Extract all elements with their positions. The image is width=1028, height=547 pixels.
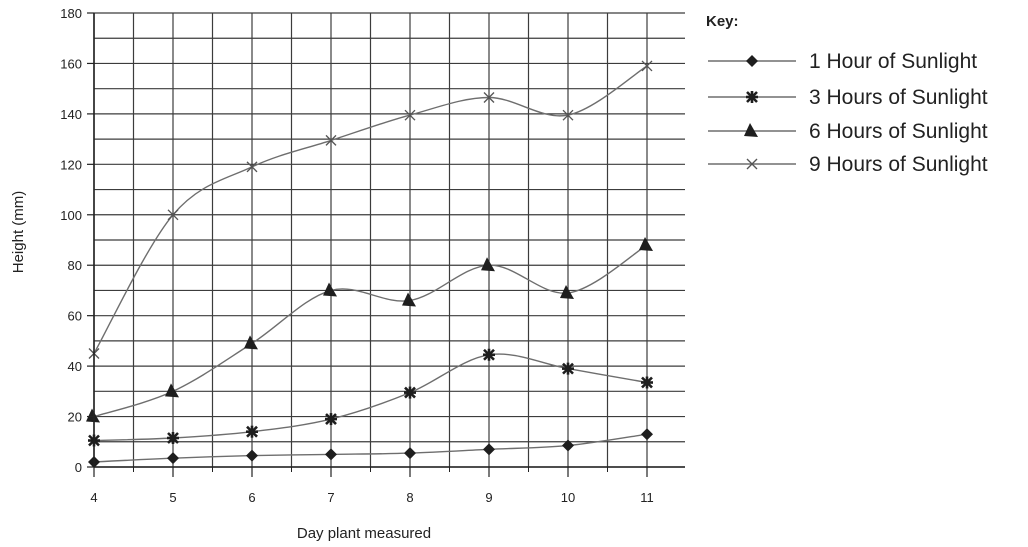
legend-item: 9 Hours of Sunlight <box>708 153 988 176</box>
data-point <box>641 376 653 389</box>
data-point <box>402 292 416 307</box>
data-point <box>244 335 258 350</box>
y-tick-label: 140 <box>60 107 82 122</box>
data-point <box>560 284 574 299</box>
data-point <box>481 257 495 272</box>
data-point <box>562 109 574 121</box>
x-tick-label: 11 <box>640 490 654 505</box>
legend-label: 6 Hours of Sunlight <box>809 120 988 143</box>
series-1 <box>88 428 653 468</box>
data-point <box>167 209 179 221</box>
data-point <box>483 92 495 103</box>
x-tick-label: 8 <box>406 490 413 505</box>
data-point <box>404 386 416 399</box>
data-point <box>562 439 574 452</box>
data-point <box>639 237 653 252</box>
x-tick-label: 4 <box>90 490 97 505</box>
y-tick-label: 60 <box>68 309 82 324</box>
axes: 0 20 40 60 80 100 120 140 160 180 4 5 6 7 8 9 10 11 <box>60 6 685 505</box>
legend-title: Key: <box>706 13 739 30</box>
data-point <box>641 428 653 441</box>
data-point <box>167 452 179 465</box>
data-point <box>404 447 416 460</box>
grid <box>93 12 685 468</box>
legend-label: 3 Hours of Sunlight <box>809 86 988 109</box>
y-tick-label: 0 <box>75 460 82 475</box>
legend-item: 3 Hours of Sunlight <box>708 86 988 109</box>
x-tick-label: 10 <box>561 490 575 505</box>
data-point <box>325 413 337 426</box>
x-tick-label: 9 <box>485 490 492 505</box>
y-tick-label: 120 <box>60 157 82 172</box>
data-point <box>165 383 179 398</box>
data-point <box>167 431 179 444</box>
data-point <box>325 134 337 146</box>
data-point <box>483 443 495 456</box>
data-point <box>323 282 337 297</box>
data-point <box>246 425 258 438</box>
y-tick-label: 40 <box>68 359 82 374</box>
data-point <box>483 348 495 361</box>
legend-label: 9 Hours of Sunlight <box>809 153 988 176</box>
legend-item: 6 Hours of Sunlight <box>708 120 988 143</box>
y-tick-label: 160 <box>60 56 82 71</box>
data-point <box>325 448 337 461</box>
series-line <box>93 433 648 463</box>
series-line <box>93 244 648 418</box>
data-point <box>86 408 100 423</box>
legend-label: 1 Hour of Sunlight <box>809 50 977 73</box>
series-group <box>86 60 653 468</box>
data-point <box>641 60 653 72</box>
x-tick-label: 5 <box>169 490 176 505</box>
legend: Key: 1 Hour of Sunlight 3 Hours of Sunlig… <box>706 13 988 176</box>
legend-marker <box>746 55 758 67</box>
data-point <box>562 362 574 375</box>
y-tick-label: 100 <box>60 208 82 223</box>
y-tick-label: 180 <box>60 6 82 21</box>
x-tick-label: 7 <box>327 490 334 505</box>
legend-marker <box>744 123 758 137</box>
x-tick-label: 6 <box>248 490 255 505</box>
data-point <box>246 449 258 462</box>
data-point <box>246 161 258 173</box>
data-point <box>404 109 416 121</box>
y-tick-label: 80 <box>68 258 82 273</box>
y-tick-label: 20 <box>68 410 82 425</box>
legend-marker <box>746 91 758 103</box>
x-axis-title: Day plant measured <box>297 525 431 542</box>
series-3 <box>86 237 653 423</box>
series-line <box>93 353 648 442</box>
y-axis-title: Height (mm) <box>10 191 27 274</box>
legend-marker <box>746 158 758 170</box>
legend-item: 1 Hour of Sunlight <box>708 50 977 73</box>
